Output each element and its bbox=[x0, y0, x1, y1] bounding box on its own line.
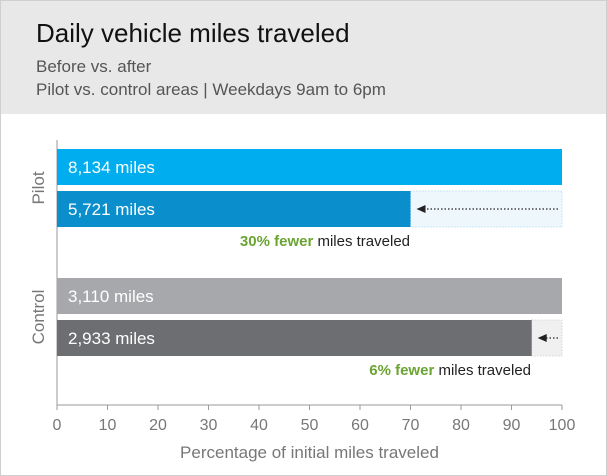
bar bbox=[57, 149, 562, 185]
group-label: Pilot bbox=[29, 171, 48, 204]
annotation-rest: miles traveled bbox=[434, 362, 531, 379]
reduction-arrow-head bbox=[416, 205, 426, 213]
x-tick-label: 10 bbox=[99, 417, 117, 434]
x-tick-label: 60 bbox=[351, 417, 369, 434]
bar bbox=[57, 191, 411, 227]
annotation-rest: miles traveled bbox=[313, 233, 410, 250]
chart-header: Daily vehicle miles traveled Before vs. … bbox=[1, 1, 606, 114]
chart-subtitle: Before vs. after bbox=[36, 57, 152, 76]
x-tick-label: 40 bbox=[250, 417, 268, 434]
x-tick-label: 30 bbox=[200, 417, 218, 434]
bar bbox=[57, 320, 532, 356]
x-tick-label: 20 bbox=[149, 417, 167, 434]
reduction-arrow-head bbox=[537, 334, 547, 342]
bar-label: 8,134 miles bbox=[68, 158, 155, 177]
annotation: 30% fewer miles traveled bbox=[240, 233, 410, 250]
x-axis-title: Percentage of initial miles traveled bbox=[180, 443, 439, 462]
bar bbox=[57, 278, 562, 314]
x-tick-label: 100 bbox=[549, 417, 576, 434]
bar-label: 2,933 miles bbox=[68, 329, 155, 348]
annotation: 6% fewer miles traveled bbox=[369, 362, 531, 379]
bar-label: 3,110 miles bbox=[68, 287, 154, 306]
bar-label: 5,721 miles bbox=[68, 200, 155, 219]
x-tick-label: 80 bbox=[452, 417, 470, 434]
x-tick-label: 0 bbox=[53, 417, 62, 434]
chart-subtitle-2: Pilot vs. control areas | Weekdays 9am t… bbox=[36, 80, 386, 99]
group-label: Control bbox=[29, 290, 48, 345]
chart-title: Daily vehicle miles traveled bbox=[36, 18, 350, 48]
x-tick-label: 90 bbox=[503, 417, 521, 434]
annotation-highlight: 30% fewer bbox=[240, 233, 314, 250]
annotation-highlight: 6% fewer bbox=[369, 362, 434, 379]
x-tick-label: 70 bbox=[402, 417, 420, 434]
x-tick-label: 50 bbox=[301, 417, 319, 434]
